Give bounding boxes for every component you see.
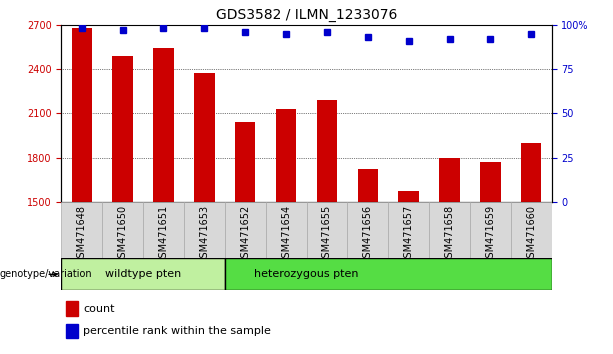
Text: genotype/variation: genotype/variation bbox=[0, 269, 93, 279]
Bar bbox=[61, 202, 102, 258]
Bar bbox=[143, 202, 184, 258]
Bar bbox=[398, 192, 419, 202]
Title: GDS3582 / ILMN_1233076: GDS3582 / ILMN_1233076 bbox=[216, 8, 397, 22]
Bar bbox=[265, 202, 306, 258]
Text: heterozygous pten: heterozygous pten bbox=[254, 269, 359, 279]
Text: GSM471658: GSM471658 bbox=[444, 205, 454, 264]
Bar bbox=[429, 202, 470, 258]
Text: count: count bbox=[83, 304, 115, 314]
Bar bbox=[112, 56, 133, 202]
Bar bbox=[72, 28, 92, 202]
Bar bbox=[388, 202, 429, 258]
Text: GSM471660: GSM471660 bbox=[527, 205, 536, 264]
Text: GSM471653: GSM471653 bbox=[199, 205, 209, 264]
Bar bbox=[102, 202, 143, 258]
Bar bbox=[66, 301, 78, 316]
Bar bbox=[184, 202, 225, 258]
Bar bbox=[306, 202, 348, 258]
Text: GSM471655: GSM471655 bbox=[322, 205, 332, 264]
Bar bbox=[61, 258, 225, 290]
Bar bbox=[317, 100, 337, 202]
Bar bbox=[521, 143, 541, 202]
Text: GSM471656: GSM471656 bbox=[363, 205, 373, 264]
Bar bbox=[470, 202, 511, 258]
Text: GSM471648: GSM471648 bbox=[77, 205, 86, 264]
Bar bbox=[357, 169, 378, 202]
Text: GSM471651: GSM471651 bbox=[159, 205, 169, 264]
Bar bbox=[194, 73, 215, 202]
Bar bbox=[235, 122, 256, 202]
Bar bbox=[66, 324, 78, 338]
Bar bbox=[276, 109, 296, 202]
Bar bbox=[348, 202, 388, 258]
Bar bbox=[225, 202, 265, 258]
Text: GSM471657: GSM471657 bbox=[404, 205, 414, 264]
Bar bbox=[480, 162, 501, 202]
Bar bbox=[153, 48, 173, 202]
Text: GSM471650: GSM471650 bbox=[118, 205, 128, 264]
Bar bbox=[440, 158, 460, 202]
Text: GSM471652: GSM471652 bbox=[240, 205, 250, 264]
Text: percentile rank within the sample: percentile rank within the sample bbox=[83, 326, 271, 336]
Text: GSM471654: GSM471654 bbox=[281, 205, 291, 264]
Bar bbox=[511, 202, 552, 258]
Bar bbox=[225, 258, 552, 290]
Text: wildtype pten: wildtype pten bbox=[105, 269, 181, 279]
Text: GSM471659: GSM471659 bbox=[485, 205, 495, 264]
